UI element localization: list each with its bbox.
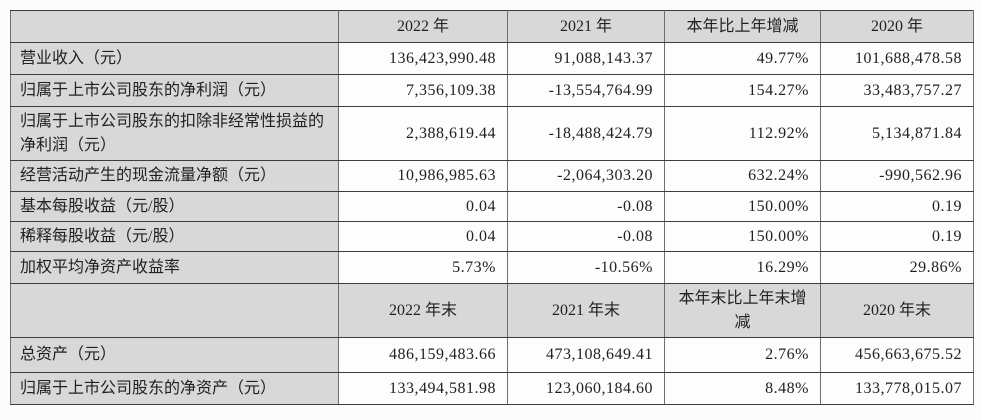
financial-summary-table: 2022 年 2021 年 本年比上年增减 2020 年 营业收入（元） 136… [10, 10, 974, 405]
cell-value: 2.76% [664, 337, 821, 373]
cell-value: 112.92% [664, 106, 821, 161]
table-row-basic-eps: 基本每股收益（元/股） 0.04 -0.08 150.00% 0.19 [10, 191, 974, 222]
column-header-2022: 2022 年 [338, 10, 508, 43]
table-row-diluted-eps: 稀释每股收益（元/股） 0.04 -0.08 150.00% 0.19 [10, 221, 974, 252]
table-row-revenue: 营业收入（元） 136,423,990.48 91,088,143.37 49.… [10, 42, 974, 75]
column-header-2020-year-end: 2020 年末 [820, 283, 974, 338]
row-label: 营业收入（元） [10, 42, 339, 75]
cell-value: 632.24% [664, 160, 821, 192]
cell-value: 33,483,757.27 [820, 74, 974, 107]
header-row-year-end: 2022 年末 2021 年末 本年末比上年末增减 2020 年末 [10, 283, 974, 338]
cell-value: -2,064,303.20 [507, 160, 665, 192]
cell-value: -18,488,424.79 [507, 106, 665, 161]
cell-value: 7,356,109.38 [338, 74, 508, 107]
cell-value: 150.00% [664, 191, 821, 222]
column-header-2020: 2020 年 [820, 10, 974, 43]
cell-value: 0.19 [820, 221, 974, 252]
header-row-annual: 2022 年 2021 年 本年比上年增减 2020 年 [10, 10, 974, 43]
cell-value: 16.29% [664, 251, 821, 284]
header-cell-blank [10, 10, 339, 43]
cell-value: -0.08 [507, 191, 665, 222]
column-header-2022-year-end: 2022 年末 [338, 283, 508, 338]
cell-value: 0.04 [338, 191, 508, 222]
table-row-net-profit: 归属于上市公司股东的净利润（元） 7,356,109.38 -13,554,76… [10, 74, 974, 107]
cell-value: 133,778,015.07 [820, 372, 974, 405]
cell-value: 10,986,985.63 [338, 160, 508, 192]
cell-value: 0.19 [820, 191, 974, 222]
column-header-yoy-change: 本年比上年增减 [664, 10, 821, 43]
cell-value: 0.04 [338, 221, 508, 252]
table-row-deducted-net-profit: 归属于上市公司股东的扣除非经常性损益的净利润（元） 2,388,619.44 -… [10, 106, 974, 161]
cell-value: 91,088,143.37 [507, 42, 665, 75]
row-label: 经营活动产生的现金流量净额（元） [10, 160, 339, 192]
cell-value: 133,494,581.98 [338, 372, 508, 405]
table-row-operating-cash-flow: 经营活动产生的现金流量净额（元） 10,986,985.63 -2,064,30… [10, 160, 974, 192]
column-header-year-end-change: 本年末比上年末增减 [664, 283, 821, 338]
cell-value: 49.77% [664, 42, 821, 75]
cell-value: 136,423,990.48 [338, 42, 508, 75]
row-label: 加权平均净资产收益率 [10, 251, 339, 284]
cell-value: -990,562.96 [820, 160, 974, 192]
table-row-total-assets: 总资产（元） 486,159,483.66 473,108,649.41 2.7… [10, 337, 974, 373]
cell-value: 5,134,871.84 [820, 106, 974, 161]
cell-value: 2,388,619.44 [338, 106, 508, 161]
cell-value: 154.27% [664, 74, 821, 107]
row-label: 归属于上市公司股东的扣除非经常性损益的净利润（元） [10, 106, 339, 161]
cell-value: -0.08 [507, 221, 665, 252]
row-label: 归属于上市公司股东的净利润（元） [10, 74, 339, 107]
header-cell-blank [10, 283, 339, 338]
cell-value: 5.73% [338, 251, 508, 284]
cell-value: 123,060,184.60 [507, 372, 665, 405]
row-label: 总资产（元） [10, 337, 339, 373]
column-header-2021-year-end: 2021 年末 [507, 283, 665, 338]
row-label: 基本每股收益（元/股） [10, 191, 339, 222]
cell-value: 101,688,478.58 [820, 42, 974, 75]
cell-value: 473,108,649.41 [507, 337, 665, 373]
row-label: 归属于上市公司股东的净资产（元） [10, 372, 339, 405]
financial-summary-table-container: 2022 年 2021 年 本年比上年增减 2020 年 营业收入（元） 136… [10, 10, 974, 405]
cell-value: 8.48% [664, 372, 821, 405]
cell-value: 150.00% [664, 221, 821, 252]
table-row-weighted-avg-roe: 加权平均净资产收益率 5.73% -10.56% 16.29% 29.86% [10, 251, 974, 284]
cell-value: 456,663,675.52 [820, 337, 974, 373]
cell-value: 29.86% [820, 251, 974, 284]
cell-value: -10.56% [507, 251, 665, 284]
table-row-net-assets: 归属于上市公司股东的净资产（元） 133,494,581.98 123,060,… [10, 372, 974, 405]
column-header-2021: 2021 年 [507, 10, 665, 43]
row-label: 稀释每股收益（元/股） [10, 221, 339, 252]
cell-value: 486,159,483.66 [338, 337, 508, 373]
cell-value: -13,554,764.99 [507, 74, 665, 107]
